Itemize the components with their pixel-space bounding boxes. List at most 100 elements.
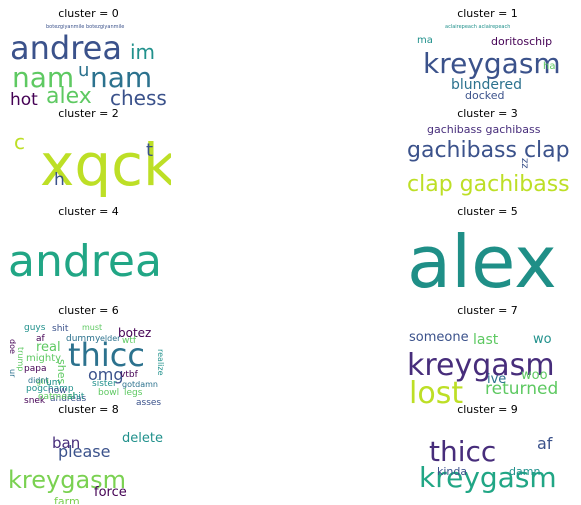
cloud-word: u xyxy=(78,60,90,81)
cluster-title: cluster = 1 xyxy=(457,7,518,20)
cloud-word: kreygasm xyxy=(419,461,557,494)
cloud-word: ha xyxy=(543,61,556,72)
cloud-word: sister xyxy=(92,379,117,389)
word-cloud: gachibass clap clap gachibass gachibass ga… xyxy=(405,122,570,208)
cloud-word: dummy xyxy=(66,334,101,344)
word-cloud: alex xyxy=(405,220,570,306)
cloud-word: pogchamp xyxy=(26,384,74,394)
cloud-word: shit xyxy=(68,392,85,402)
cloud-word: chess xyxy=(110,86,167,108)
cloud-word: nam xyxy=(12,61,75,94)
cluster-panel-3: cluster = 3 gachibass clap clap gachibass g… xyxy=(405,108,570,208)
cluster-panel-7: cluster = 7 kreygasm lost returned last someo… xyxy=(405,304,570,406)
cloud-word: papa xyxy=(24,364,47,374)
cloud-word: must xyxy=(82,323,103,332)
word-cloud: kreygasm please ban delete force farm xyxy=(6,418,171,504)
cloud-word: wo xyxy=(533,332,552,347)
cloud-word: gotdamn xyxy=(122,380,158,389)
cloud-word: lost xyxy=(409,376,464,406)
cluster-title: cluster = 9 xyxy=(457,403,518,416)
cluster-title: cluster = 6 xyxy=(58,304,119,317)
cluster-title: cluster = 3 xyxy=(457,107,518,120)
word-cloud: kreygasm lost returned last someone wo woo ive xyxy=(405,319,570,405)
word-cloud: andrea nam nam im alex hot chess u botezgiyanmil… xyxy=(6,22,171,109)
cluster-panel-1: cluster = 1 kreygasm blundered doritoschip d… xyxy=(405,8,570,108)
cloud-word: doritoschip xyxy=(491,35,553,48)
cloud-word: guys xyxy=(24,323,46,333)
cluster-title: cluster = 2 xyxy=(58,107,119,120)
cloud-word: zz xyxy=(519,158,530,169)
cloud-word: thicc xyxy=(68,336,145,374)
cloud-word: realize xyxy=(156,349,165,376)
cloud-word: kreygasm xyxy=(407,348,555,383)
cloud-word: girl xyxy=(36,377,49,386)
cloud-word: wtf xyxy=(122,336,137,346)
cloud-word: hot xyxy=(10,90,38,109)
cloud-word: nam xyxy=(90,61,153,94)
cluster-panel-2: cluster = 2 xqck c t h xyxy=(6,108,171,208)
cluster-title: cluster = 5 xyxy=(457,205,518,218)
cluster-title: cluster = 0 xyxy=(58,7,119,20)
cloud-word: returned xyxy=(485,379,559,399)
cloud-word: please xyxy=(58,442,111,461)
cloud-word: doe xyxy=(8,339,17,354)
cloud-word: didnt xyxy=(28,376,49,385)
cloud-word: im xyxy=(130,40,156,64)
cloud-word: last xyxy=(473,332,499,348)
cloud-word: um xyxy=(46,378,61,388)
cloud-word: now xyxy=(48,386,67,396)
cloud-word: aclairepeach aclairepeach xyxy=(445,24,511,30)
cluster-title: cluster = 4 xyxy=(58,205,119,218)
cluster-title: cluster = 7 xyxy=(457,304,518,317)
cloud-word: kreygasm xyxy=(423,47,561,80)
cluster-panel-5: cluster = 5 alex xyxy=(405,206,570,306)
cloud-word: someone xyxy=(409,330,469,345)
cloud-word: ur xyxy=(8,369,17,378)
cluster-panel-6: cluster = 6 thicc omg botez real shes guys shit… xyxy=(6,304,171,406)
cloud-word: clap gachibass xyxy=(407,172,570,197)
cloud-word: af xyxy=(36,334,45,344)
cloud-word: ive xyxy=(487,372,507,387)
cloud-word: gachibass clap xyxy=(407,138,570,163)
cloud-word: blundered xyxy=(451,77,522,93)
cloud-word: thicc xyxy=(429,435,497,468)
cloud-word: botez xyxy=(118,326,152,340)
cluster-panel-0: cluster = 0 andrea nam nam im alex hot chess u bo… xyxy=(6,7,171,109)
word-cloud: xqck c t h xyxy=(6,122,171,208)
cloud-word: bowl xyxy=(98,388,120,398)
cluster-title: cluster = 8 xyxy=(58,403,119,416)
cloud-word: andrea xyxy=(10,29,122,67)
cloud-word: delete xyxy=(122,431,163,446)
cloud-word: xqck xyxy=(40,131,171,199)
cloud-word: ma xyxy=(417,35,433,46)
cloud-word: legs xyxy=(124,388,143,398)
cloud-word: shes xyxy=(55,359,68,385)
cloud-word: vtbf xyxy=(120,370,138,380)
word-cloud: kreygasm blundered doritoschip docked ma ha ac… xyxy=(405,22,570,108)
cloud-word: botezgiyanmile botezgiyanmile xyxy=(46,24,125,30)
cloud-word: h xyxy=(54,170,65,190)
cloud-word: gachibass gachibass xyxy=(427,123,541,136)
cloud-word: trump xyxy=(16,347,25,372)
cloud-word: woo xyxy=(521,368,548,383)
cloud-word: t xyxy=(146,140,154,161)
cloud-word: omg xyxy=(88,365,124,384)
cloud-word: force xyxy=(94,485,127,500)
cloud-word: af xyxy=(537,434,553,453)
cloud-word: mighty xyxy=(26,353,62,364)
cloud-word: c xyxy=(14,130,25,154)
word-cloud: thicc omg botez real shes guys shit must af dummy… xyxy=(6,319,171,406)
cloud-word: alex xyxy=(46,84,92,108)
cloud-word: andreas xyxy=(50,394,87,404)
cloud-word: kinda xyxy=(437,465,468,478)
cloud-word: docked xyxy=(465,89,505,102)
cloud-word: andrea xyxy=(8,236,162,287)
cloud-word: ban xyxy=(52,434,81,452)
cloud-word: damn xyxy=(509,465,541,478)
word-cloud: thicc kreygasm af kinda damn xyxy=(405,418,570,504)
cloud-word: oatmeal xyxy=(38,392,75,402)
cloud-word: kreygasm xyxy=(8,466,127,494)
cluster-panel-9: cluster = 9 thicc kreygasm af kinda damn xyxy=(405,404,570,504)
cloud-word: real xyxy=(36,340,61,355)
cloud-word: asses xyxy=(136,398,162,406)
